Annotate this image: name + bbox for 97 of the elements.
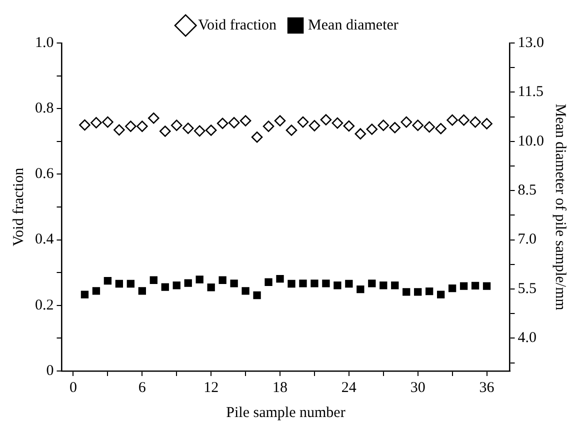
point: [125, 120, 136, 132]
point: [380, 282, 388, 290]
point: [230, 280, 238, 288]
point: [150, 276, 158, 284]
point: [92, 287, 100, 295]
point: [288, 280, 296, 288]
point: [126, 280, 135, 288]
point: [482, 282, 491, 290]
legend-label: Void fraction: [198, 17, 278, 34]
y-tick-label: 0: [46, 362, 54, 379]
point: [184, 279, 192, 287]
x-tick-label: 0: [69, 380, 77, 396]
point: [205, 124, 217, 136]
point: [389, 122, 401, 134]
point: [196, 276, 204, 284]
point: [90, 117, 102, 128]
point: [262, 120, 274, 132]
point: [334, 282, 342, 290]
point: [102, 116, 114, 128]
point: [79, 119, 90, 131]
point: [458, 114, 470, 126]
point: [424, 121, 435, 133]
point: [161, 283, 169, 291]
point: [172, 282, 180, 290]
point: [138, 287, 146, 295]
point: [299, 280, 307, 288]
y-tick-label: 0.4: [35, 232, 54, 248]
x-tick-label: 36: [479, 380, 495, 396]
point: [470, 116, 481, 128]
y2-tick-label: 11.5: [518, 84, 544, 100]
y2-tick-label: 4.0: [518, 330, 536, 346]
point: [481, 118, 492, 130]
y-tick-label: 1.0: [35, 34, 54, 51]
point: [264, 278, 272, 286]
point: [308, 120, 320, 132]
point: [148, 112, 160, 124]
point: [286, 124, 298, 136]
point: [343, 120, 355, 132]
y2-tick-label: 10.0: [518, 133, 544, 150]
y-tick-label: 0.8: [35, 100, 54, 117]
point: [182, 122, 194, 134]
x-tick-label: 30: [410, 380, 426, 396]
point: [448, 284, 456, 292]
point: [297, 116, 309, 128]
y-tick-label: 0.2: [35, 297, 54, 314]
point: [471, 282, 480, 290]
y2-axis-title: Mean diameter of pile sample/mm: [552, 104, 568, 311]
point: [435, 122, 446, 134]
point: [251, 131, 263, 143]
point: [194, 125, 206, 137]
x-axis-title: Pile sample number: [226, 404, 346, 421]
point: [320, 114, 332, 126]
y2-tick-label: 5.5: [518, 280, 536, 297]
point: [159, 126, 171, 137]
point: [104, 276, 112, 285]
point: [274, 115, 286, 126]
point: [80, 290, 89, 298]
point: [310, 280, 318, 288]
x-tick-label: 6: [138, 380, 146, 396]
point: [218, 276, 226, 284]
y-tick-label: 0.6: [35, 166, 54, 182]
point: [426, 287, 434, 296]
legend-label: Mean diameter: [308, 17, 398, 34]
point: [170, 120, 182, 131]
x-tick-label: 24: [341, 380, 357, 396]
point: [446, 114, 458, 126]
point: [207, 284, 215, 292]
point: [356, 285, 364, 294]
point: [216, 118, 228, 130]
point: [391, 282, 399, 290]
y2-tick-label: 7.0: [518, 232, 536, 248]
point: [414, 288, 422, 296]
point: [136, 120, 148, 132]
point: [114, 124, 125, 136]
point: [354, 128, 366, 140]
y2-tick-label: 8.5: [518, 182, 536, 199]
point: [240, 115, 252, 126]
point: [368, 280, 376, 288]
point: [460, 282, 468, 290]
y-axis-title: Void fraction: [10, 167, 27, 246]
y2-tick-label: 13.0: [518, 34, 544, 51]
point: [228, 117, 240, 128]
point: [115, 280, 124, 288]
point: [332, 117, 344, 129]
point: [242, 287, 250, 295]
point: [366, 124, 378, 135]
point: [322, 280, 330, 288]
x-tick-label: 18: [272, 380, 288, 396]
point: [276, 275, 284, 283]
x-tick-label: 12: [204, 380, 219, 396]
point: [402, 288, 410, 296]
point: [400, 116, 412, 128]
point: [345, 280, 353, 288]
point: [436, 290, 445, 298]
point: [412, 120, 424, 131]
point: [253, 291, 261, 300]
point: [378, 120, 390, 131]
